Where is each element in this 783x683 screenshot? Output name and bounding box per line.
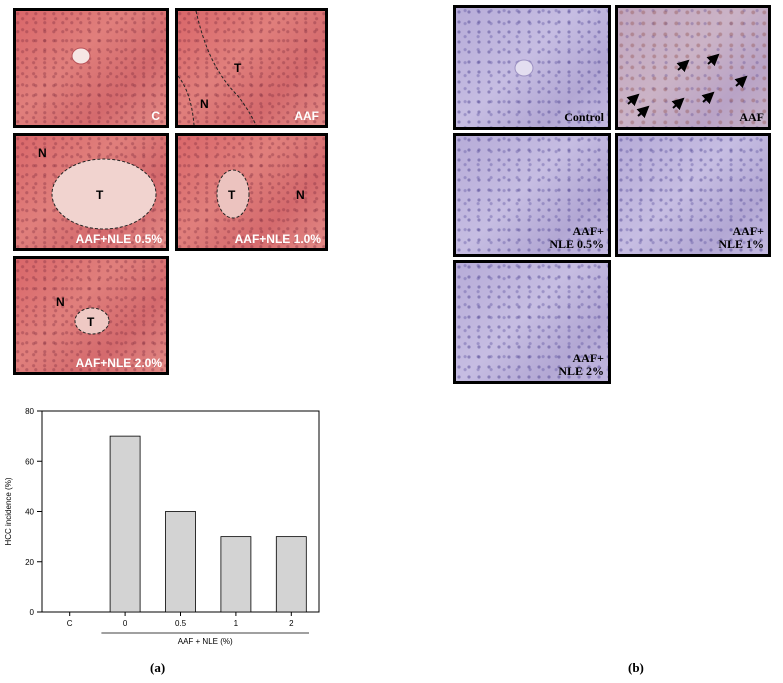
ihc-image-aaf-nle-2: AAF+ NLE 2% <box>453 260 611 384</box>
bar-2 <box>275 536 307 613</box>
x-tick-label: 2 <box>289 619 294 628</box>
arrow-icon <box>636 105 650 119</box>
he-image-aaf-nle-10: T N AAF+NLE 1.0% <box>175 133 328 251</box>
tumor-boundary <box>216 169 250 219</box>
arrow-icon <box>706 53 720 67</box>
tumor-mark: T <box>228 188 236 202</box>
y-tick-label: 0 <box>30 608 35 617</box>
y-tick-label: 60 <box>25 457 34 466</box>
he-image-aaf: T N AAF <box>175 8 328 128</box>
image-label: AAF+NLE 0.5% <box>75 232 162 246</box>
normal-mark: N <box>200 97 209 111</box>
tumor-mark: T <box>234 61 242 75</box>
ihc-image-control: Control <box>453 5 611 130</box>
x-tick-label: C <box>67 619 73 628</box>
image-label: Control <box>564 110 604 124</box>
x-axis-label: AAF + NLE (%) <box>178 637 233 646</box>
tumor-mark: T <box>87 315 95 329</box>
image-label: AAF+NLE 1.0% <box>234 232 321 246</box>
hcc-incidence-chart: 0 20 40 60 80 C 0 0.5 1 2 AAF + NLE (%) HCC inciden… <box>4 407 320 646</box>
he-image-control: C <box>13 8 169 128</box>
arrow-icon <box>676 59 690 73</box>
x-tick-label: 1 <box>234 619 239 628</box>
y-axis-label: HCC incidence (%) <box>4 477 13 545</box>
image-label: AAF <box>294 109 319 123</box>
vein-shape <box>71 47 91 65</box>
image-label: AAF <box>739 110 764 124</box>
arrow-icon <box>734 75 748 89</box>
bar-0 <box>109 435 141 613</box>
he-image-aaf-nle-05: N T AAF+NLE 0.5% <box>13 133 169 251</box>
bar-1 <box>220 536 252 613</box>
image-label: AAF+NLE 2.0% <box>75 356 162 370</box>
image-label: AAF+ NLE 0.5% <box>549 224 604 251</box>
arrow-icon <box>626 93 640 107</box>
panel-b-caption: (b) <box>628 660 644 675</box>
he-image-aaf-nle-20: N T AAF+NLE 2.0% <box>13 256 169 375</box>
y-tick-label: 80 <box>25 407 34 416</box>
normal-mark: N <box>38 146 47 160</box>
ihc-image-aaf-nle-1: AAF+ NLE 1% <box>615 133 771 257</box>
vein-shape <box>514 59 534 77</box>
arrow-annotations <box>626 53 748 119</box>
y-tick-label: 20 <box>25 558 34 567</box>
arrow-icon <box>671 97 685 111</box>
tumor-boundary <box>74 307 110 335</box>
y-tick-label: 40 <box>25 508 34 517</box>
tumor-boundary <box>178 11 257 125</box>
image-label: AAF+ NLE 1% <box>718 224 764 251</box>
ihc-image-aaf-nle-05: AAF+ NLE 0.5% <box>453 133 611 257</box>
x-tick-label: 0.5 <box>175 619 187 628</box>
bar-0.5 <box>165 511 196 613</box>
x-tick-label: 0 <box>123 619 128 628</box>
image-label: AAF+ NLE 2% <box>558 351 604 378</box>
tumor-boundary <box>51 158 157 230</box>
arrow-icon <box>701 91 715 105</box>
ihc-image-aaf: AAF <box>615 5 771 130</box>
normal-mark: N <box>296 188 305 202</box>
normal-mark: N <box>56 295 65 309</box>
image-label: C <box>151 109 160 123</box>
tumor-mark: T <box>96 188 104 202</box>
panel-a-caption: (a) <box>150 660 166 675</box>
